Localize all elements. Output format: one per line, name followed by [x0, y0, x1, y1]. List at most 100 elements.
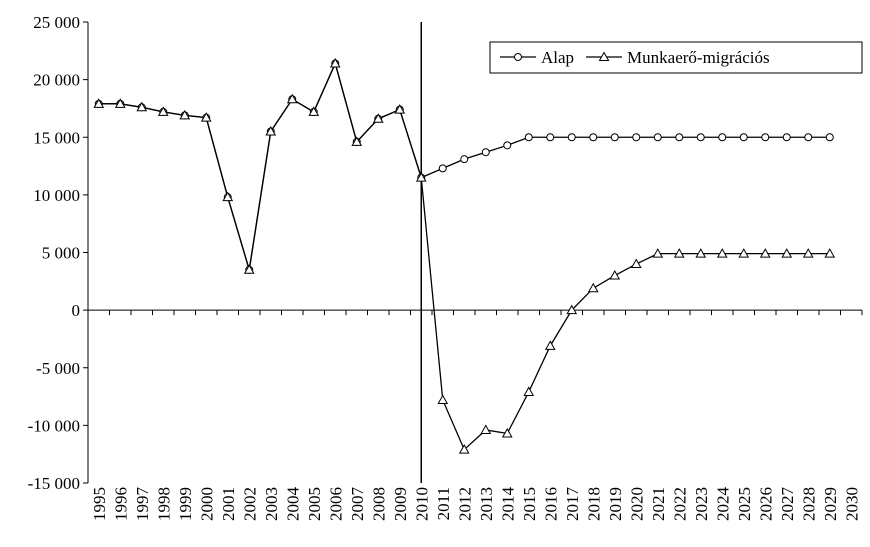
- x-tick-label: 2024: [713, 487, 732, 522]
- marker: [524, 133, 533, 142]
- marker: [587, 282, 599, 293]
- x-tick-label: 1995: [90, 487, 109, 521]
- x-tick-label: 1999: [176, 487, 195, 521]
- marker: [372, 113, 384, 123]
- marker: [480, 424, 492, 434]
- x-tick-label: 2013: [477, 487, 496, 521]
- marker: [481, 148, 490, 157]
- x-tick-label: 2018: [584, 487, 603, 521]
- x-tick-label: 2015: [520, 487, 539, 521]
- marker: [286, 93, 298, 104]
- marker: [394, 104, 406, 114]
- marker: [157, 106, 169, 116]
- marker: [824, 248, 836, 258]
- x-tick-label: 1997: [133, 487, 152, 522]
- marker: [609, 270, 621, 280]
- marker: [566, 304, 578, 315]
- legend-label: Alap: [541, 48, 574, 67]
- marker: [329, 57, 341, 68]
- x-tick-label: 2020: [627, 487, 646, 521]
- marker: [696, 133, 705, 142]
- marker: [503, 141, 512, 150]
- marker: [802, 248, 814, 258]
- marker: [675, 133, 684, 142]
- marker: [804, 133, 813, 142]
- x-tick-label: 2009: [391, 487, 410, 521]
- marker: [460, 155, 469, 164]
- x-tick-label: 2028: [799, 487, 818, 521]
- marker: [514, 53, 522, 61]
- y-tick-label: 15 000: [33, 128, 80, 147]
- x-tick-label: 2000: [197, 487, 216, 521]
- marker: [653, 133, 662, 142]
- marker: [630, 258, 642, 269]
- y-tick-label: 0: [72, 301, 81, 320]
- marker: [200, 112, 212, 122]
- marker: [782, 133, 791, 142]
- x-tick-label: 2003: [262, 487, 281, 521]
- marker: [351, 136, 363, 146]
- y-tick-label: -5 000: [36, 359, 80, 378]
- marker: [114, 98, 126, 108]
- x-tick-label: 2025: [735, 487, 754, 521]
- marker: [179, 109, 191, 120]
- marker: [546, 133, 555, 142]
- marker: [716, 248, 728, 258]
- y-tick-label: 5 000: [42, 244, 80, 263]
- x-tick-label: 2008: [369, 487, 388, 521]
- marker: [265, 125, 277, 136]
- x-tick-label: 2012: [455, 487, 474, 521]
- x-tick-label: 2011: [434, 487, 453, 520]
- marker: [738, 248, 750, 258]
- x-tick-label: 2021: [649, 487, 668, 521]
- legend-label: Munkaerő-migrációs: [627, 48, 770, 67]
- marker: [673, 248, 685, 258]
- marker: [243, 264, 255, 274]
- x-tick-label: 2004: [283, 487, 302, 522]
- x-tick-label: 2005: [305, 487, 324, 521]
- marker: [567, 133, 576, 142]
- marker: [761, 133, 770, 142]
- marker: [222, 191, 234, 202]
- marker: [632, 133, 641, 142]
- marker: [438, 164, 447, 173]
- marker: [598, 51, 610, 61]
- x-tick-label: 1996: [111, 487, 130, 521]
- x-tick-label: 2014: [498, 487, 517, 522]
- marker: [458, 444, 470, 454]
- marker: [825, 133, 834, 142]
- marker: [739, 133, 748, 142]
- marker: [695, 248, 707, 258]
- series-line: [98, 61, 830, 270]
- marker: [437, 394, 449, 405]
- x-tick-label: 1998: [154, 487, 173, 521]
- marker: [781, 248, 793, 258]
- y-tick-label: 25 000: [33, 13, 80, 32]
- y-tick-label: 10 000: [33, 186, 80, 205]
- x-tick-label: 2002: [240, 487, 259, 521]
- x-tick-label: 2010: [412, 487, 431, 521]
- marker: [501, 427, 513, 438]
- x-tick-label: 2029: [821, 487, 840, 521]
- x-tick-label: 2026: [756, 487, 775, 521]
- marker: [308, 106, 320, 116]
- marker: [610, 133, 619, 142]
- x-tick-label: 2001: [219, 487, 238, 521]
- x-tick-label: 2027: [778, 487, 797, 522]
- marker: [93, 98, 105, 108]
- legend-box: [489, 41, 863, 74]
- legend: Alap Munkaerő-migrációs: [489, 41, 863, 74]
- x-tick-label: 2022: [670, 487, 689, 521]
- x-tick-label: 2017: [563, 487, 582, 522]
- marker: [415, 172, 427, 182]
- y-tick-label: -15 000: [28, 474, 80, 493]
- x-tick-label: 2023: [692, 487, 711, 521]
- marker: [544, 340, 556, 350]
- marker: [759, 248, 771, 258]
- marker: [523, 386, 535, 396]
- y-tick-label: -10 000: [28, 416, 80, 435]
- marker: [718, 133, 727, 142]
- marker: [136, 101, 148, 112]
- x-tick-label: 2019: [606, 487, 625, 521]
- marker: [589, 133, 598, 142]
